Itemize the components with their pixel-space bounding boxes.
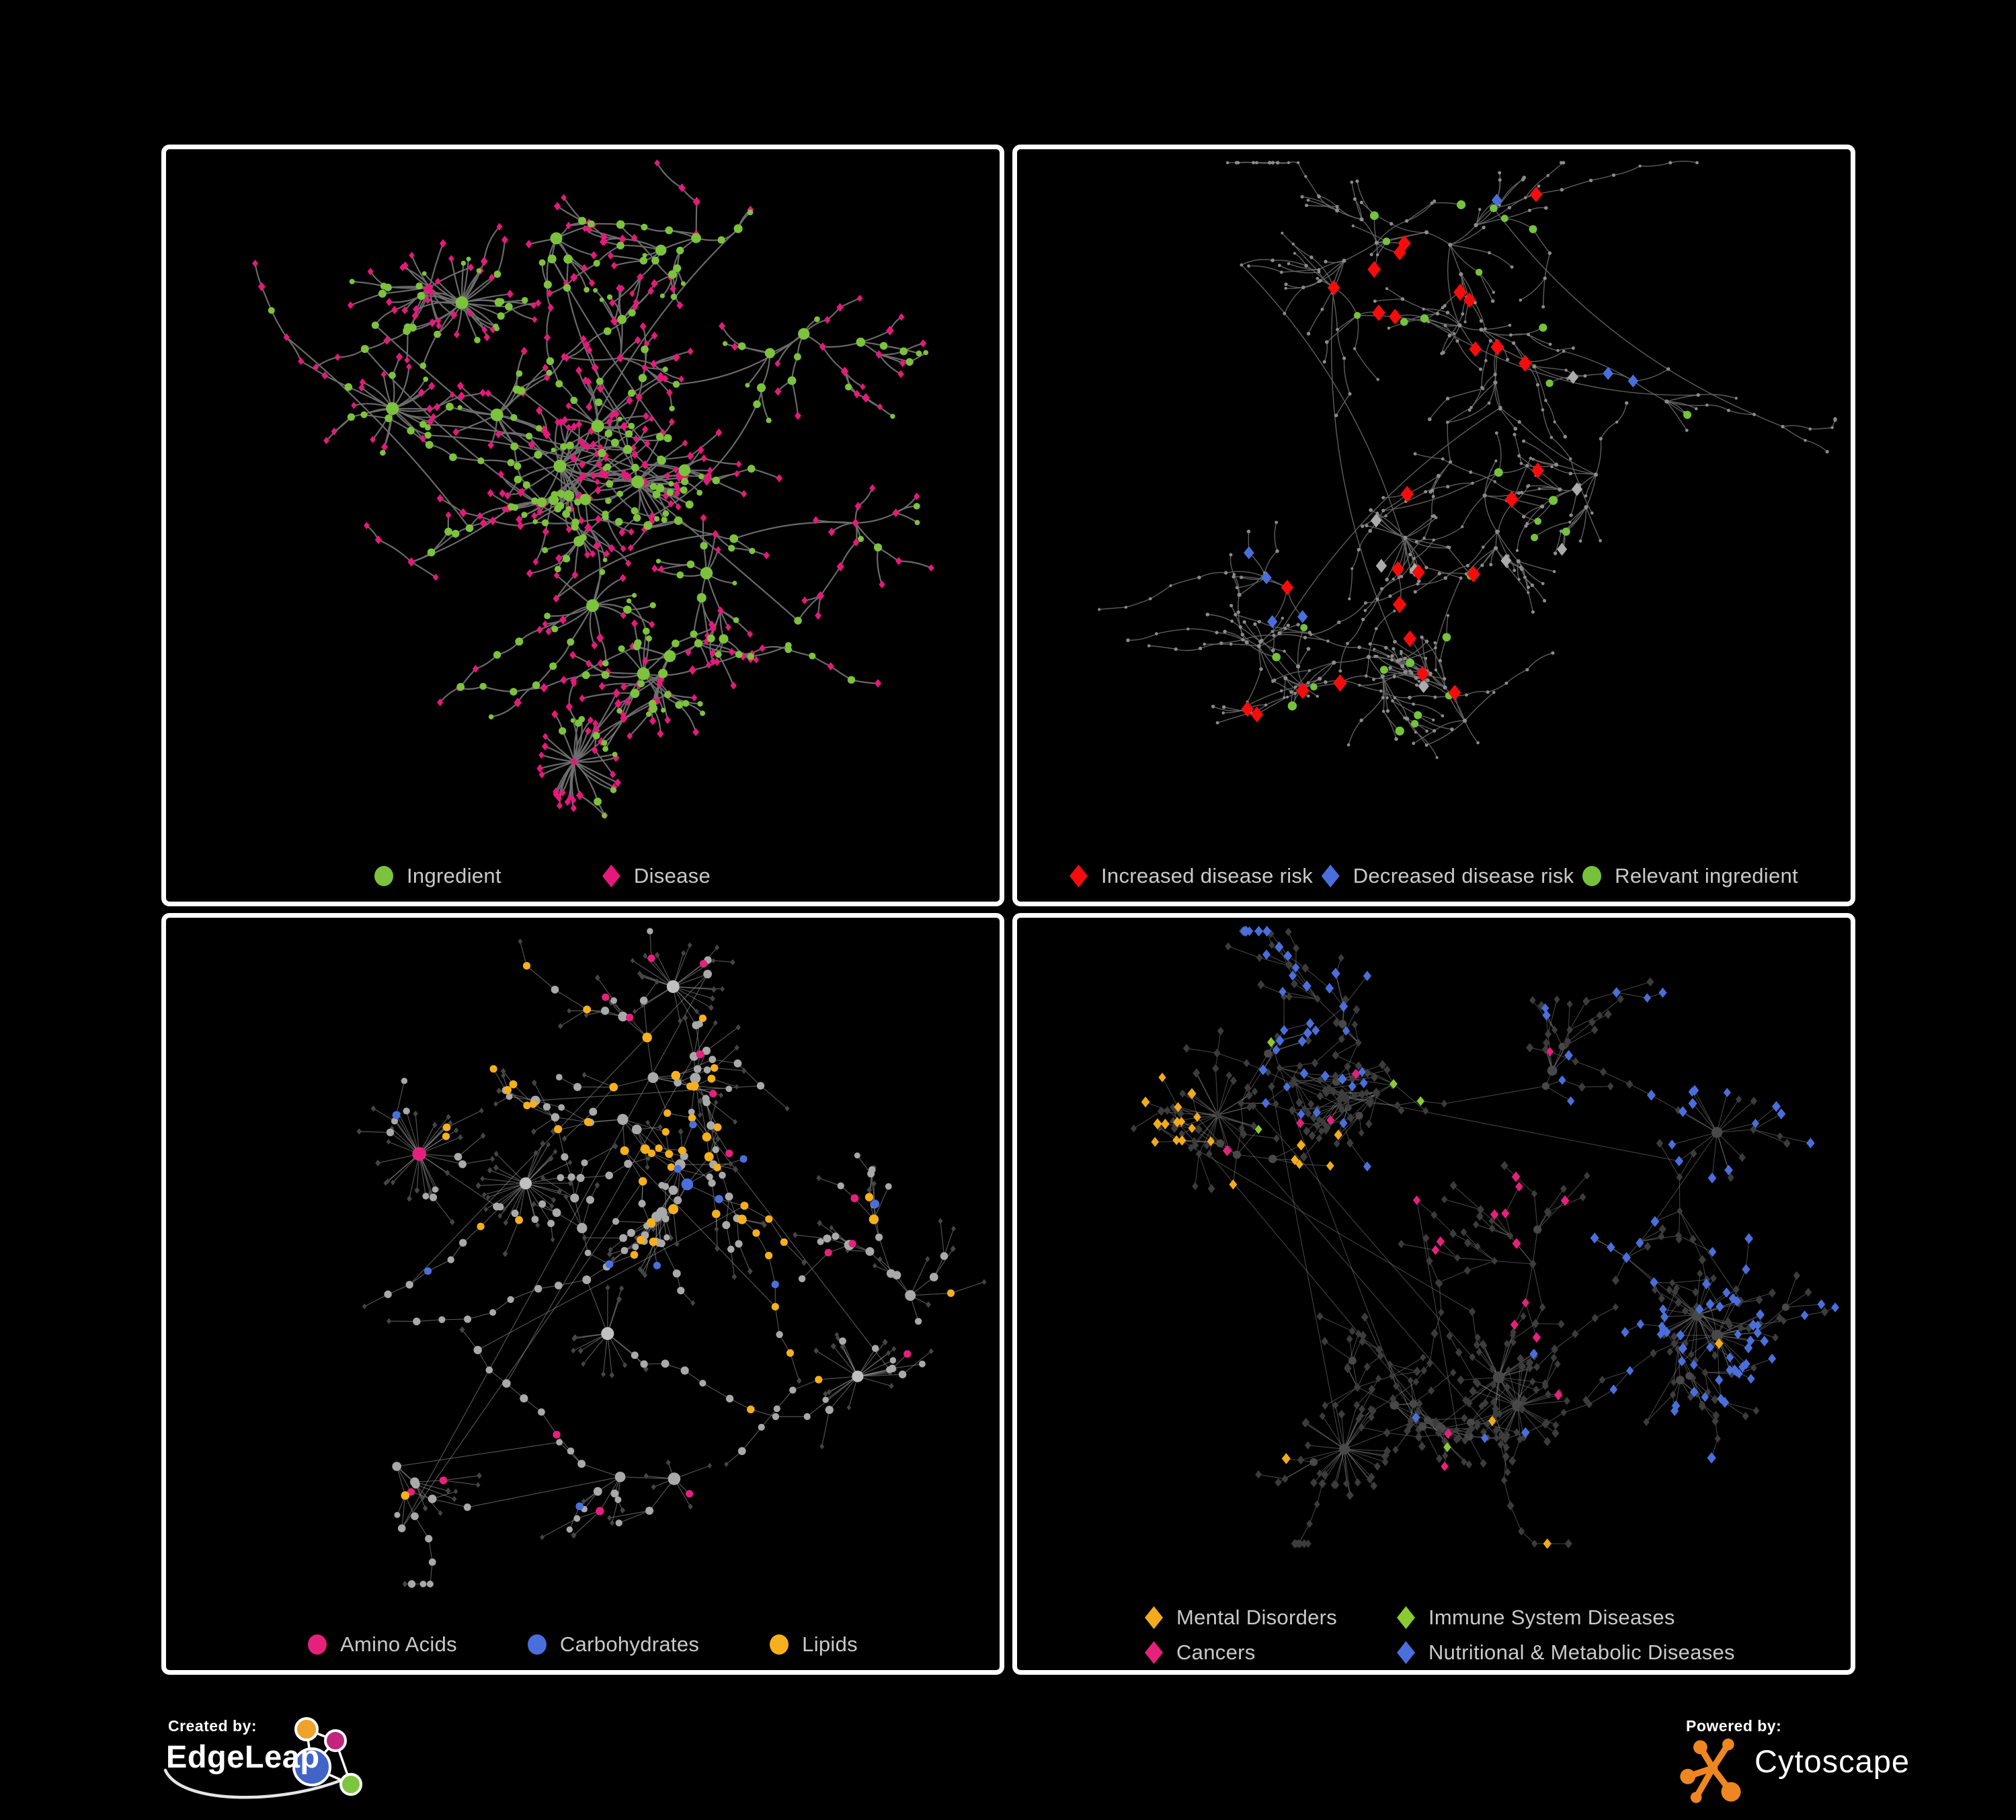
edges-layer [1133, 931, 1836, 1544]
created-by-label: Created by: [168, 1717, 257, 1735]
carbohydrates-circle-icon [527, 1634, 547, 1655]
legend-label: Decreased disease risk [1353, 864, 1574, 887]
legend: Ingredient Disease [166, 864, 959, 888]
legend-item: Immune System Diseases [1397, 1606, 1735, 1630]
legend-item: Amino Acids [308, 1632, 457, 1657]
panel-disease-categories: Mental Disorders Immune System Diseases … [1012, 913, 1855, 1675]
legend-label: Lipids [802, 1632, 858, 1656]
legend-label: Cancers [1176, 1640, 1256, 1664]
edgeleap-logo-icon [163, 1717, 362, 1799]
edges-layer [1098, 161, 1836, 758]
legend: Mental Disorders Immune System Diseases … [1017, 1606, 1851, 1665]
lipids-circle-icon [770, 1634, 789, 1655]
panel-nutrient-classes: Amino Acids Carbohydrates Lipids [161, 913, 1004, 1675]
cancers-diamond-icon [1145, 1641, 1163, 1664]
legend-label: Carbohydrates [559, 1632, 700, 1656]
legend-label: Immune System Diseases [1428, 1606, 1675, 1629]
network-graph-svg [1098, 161, 1837, 759]
legend-item: Mental Disorders [1145, 1606, 1397, 1630]
legend-label: Relevant ingredient [1615, 864, 1798, 887]
legend: Amino Acids Carbohydrates Lipids [166, 1632, 1000, 1657]
immune-diseases-diamond-icon [1397, 1606, 1415, 1629]
increased-risk-diamond-icon [1070, 865, 1088, 887]
network-graph-svg [252, 159, 934, 820]
edges-layer [254, 162, 932, 817]
nodes-layer [252, 159, 934, 820]
nodes-layer [1130, 925, 1839, 1549]
legend-item: Nutritional & Metabolic Diseases [1397, 1640, 1735, 1665]
edgeleap-brand-text: EdgeLeap [166, 1739, 320, 1774]
legend-label: Ingredient [407, 864, 501, 887]
cytoscape-logo-icon [1680, 1738, 1741, 1803]
panel-ingredient-disease: Ingredient Disease [161, 145, 1004, 906]
legend-item: Cancers [1145, 1640, 1397, 1665]
disease-diamond-icon [602, 865, 620, 887]
decreased-risk-diamond-icon [1321, 865, 1340, 887]
amino-acids-circle-icon [308, 1634, 327, 1655]
legend-item: Decreased disease risk [1321, 864, 1574, 888]
legend-label: Disease [633, 864, 711, 887]
cytoscape-brand-text: Cytoscape [1755, 1743, 1910, 1779]
powered-by-label: Powered by: [1686, 1717, 1782, 1735]
legend-label: Nutritional & Metabolic Diseases [1428, 1640, 1735, 1664]
legend: Increased disease risk Decreased disease… [1017, 864, 1851, 888]
legend-item: Disease [602, 864, 711, 888]
panel-disease-risk: Increased disease risk Decreased disease… [1012, 145, 1855, 906]
legend-label: Amino Acids [340, 1632, 457, 1656]
nodes-layer [356, 928, 987, 1588]
metabolic-diseases-diamond-icon [1397, 1641, 1415, 1664]
legend-label: Increased disease risk [1101, 864, 1314, 887]
network-graph-svg [1130, 925, 1839, 1549]
legend-item: Carbohydrates [527, 1632, 700, 1657]
legend-item: Increased disease risk [1070, 864, 1313, 888]
legend-item: Ingredient [374, 864, 501, 888]
ingredient-circle-icon [374, 866, 393, 886]
relevant-ingredient-circle-icon [1582, 866, 1602, 886]
legend-item: Relevant ingredient [1582, 864, 1798, 888]
mental-disorders-diamond-icon [1145, 1606, 1163, 1629]
network-graph-svg [356, 928, 987, 1588]
legend-label: Mental Disorders [1176, 1606, 1338, 1629]
legend-item: Lipids [770, 1632, 858, 1657]
nodes-layer [1098, 161, 1837, 759]
